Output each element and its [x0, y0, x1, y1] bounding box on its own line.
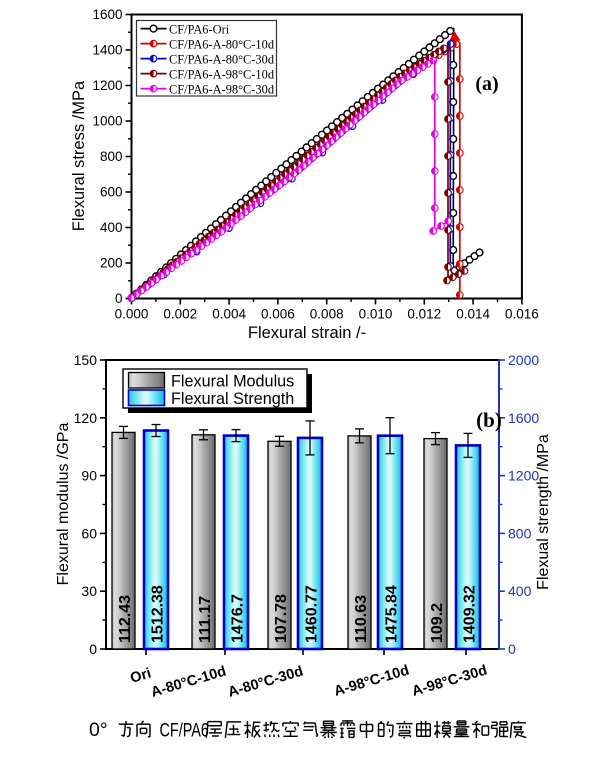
svg-text:1600: 1600 — [92, 7, 122, 22]
svg-text:60: 60 — [81, 525, 97, 541]
svg-text:110.63: 110.63 — [353, 595, 370, 643]
svg-text:1475.84: 1475.84 — [383, 585, 400, 643]
svg-text:0.006: 0.006 — [261, 307, 295, 322]
svg-text:CF/PA6-A-80°C-10d: CF/PA6-A-80°C-10d — [169, 37, 275, 51]
svg-text:107.78: 107.78 — [273, 594, 290, 643]
svg-text:2000: 2000 — [508, 352, 539, 368]
svg-text:1400: 1400 — [92, 43, 122, 58]
svg-text:800: 800 — [508, 525, 532, 541]
svg-text:1200: 1200 — [92, 78, 122, 93]
svg-text:Flexural stress /MPa: Flexural stress /MPa — [70, 80, 88, 231]
svg-text:0.014: 0.014 — [456, 307, 490, 322]
svg-text:A-98°C-30d: A-98°C-30d — [410, 662, 489, 699]
svg-text:(b): (b) — [476, 408, 502, 432]
svg-text:0: 0 — [89, 641, 97, 657]
svg-text:0.000: 0.000 — [115, 307, 149, 322]
svg-text:Flexural strain /-: Flexural strain /- — [248, 324, 366, 342]
svg-text:111.17: 111.17 — [197, 596, 214, 643]
svg-text:400: 400 — [508, 583, 532, 599]
svg-text:0.004: 0.004 — [212, 307, 246, 322]
svg-text:1512.38: 1512.38 — [149, 585, 166, 643]
svg-text:CF/PA6-A-80°C-30d: CF/PA6-A-80°C-30d — [169, 52, 275, 66]
svg-text:Flexural modulus /GPa: Flexural modulus /GPa — [55, 423, 72, 586]
svg-text:1200: 1200 — [508, 468, 539, 484]
svg-text:A-98°C-10d: A-98°C-10d — [332, 662, 411, 699]
svg-text:150: 150 — [74, 352, 98, 368]
svg-text:0°: 0° — [89, 719, 108, 741]
svg-text:90: 90 — [81, 468, 97, 484]
svg-text:Ori: Ori — [129, 665, 154, 686]
svg-text:0.016: 0.016 — [505, 307, 539, 322]
svg-text:CF/PA6-A-98°C-10d: CF/PA6-A-98°C-10d — [169, 67, 275, 81]
svg-text:1600: 1600 — [508, 410, 539, 426]
svg-text:600: 600 — [100, 185, 123, 200]
svg-text:1000: 1000 — [92, 114, 122, 129]
svg-text:0: 0 — [508, 641, 516, 657]
svg-text:0.012: 0.012 — [407, 307, 441, 322]
svg-text:0.008: 0.008 — [310, 307, 344, 322]
svg-text:Flexual strength /MPa: Flexual strength /MPa — [535, 434, 552, 590]
svg-text:CF/PA6: CF/PA6 — [160, 720, 209, 741]
svg-text:30: 30 — [81, 583, 97, 599]
svg-text:800: 800 — [100, 149, 123, 164]
svg-text:CF/PA6-Ori: CF/PA6-Ori — [169, 22, 230, 36]
svg-text:0.010: 0.010 — [359, 307, 393, 322]
svg-text:Flexural Modulus: Flexural Modulus — [171, 373, 294, 391]
svg-text:200: 200 — [100, 256, 123, 271]
svg-text:0: 0 — [115, 291, 123, 306]
svg-text:1409.32: 1409.32 — [461, 585, 478, 643]
svg-text:120: 120 — [74, 410, 98, 426]
svg-text:CF/PA6-A-98°C-30d: CF/PA6-A-98°C-30d — [169, 82, 275, 96]
svg-text:(a): (a) — [475, 73, 498, 95]
svg-text:109.2: 109.2 — [429, 603, 446, 643]
svg-text:0.002: 0.002 — [163, 307, 197, 322]
svg-text:112.43: 112.43 — [117, 595, 134, 643]
svg-text:A-80°C-10d: A-80°C-10d — [149, 663, 228, 700]
svg-text:Flexural Strength: Flexural Strength — [171, 390, 294, 408]
svg-text:1476.7: 1476.7 — [229, 594, 246, 643]
svg-text:A-80°C-30d: A-80°C-30d — [226, 663, 305, 700]
svg-text:1460.77: 1460.77 — [303, 585, 320, 643]
svg-text:400: 400 — [100, 220, 123, 235]
